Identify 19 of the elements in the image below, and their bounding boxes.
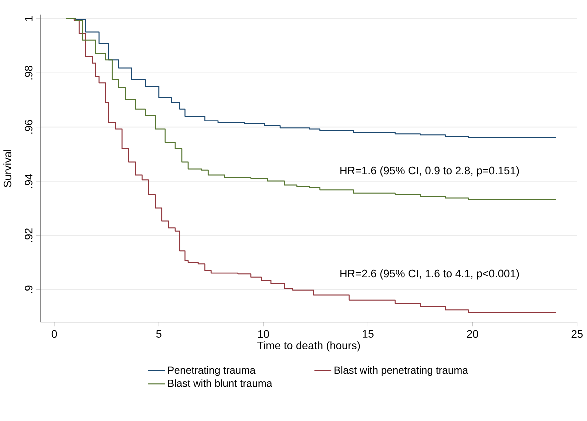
- y-axis-title: Survival: [4, 150, 12, 188]
- legend-label: Penetrating trauma: [168, 366, 256, 376]
- x-tick-label: 25: [572, 330, 583, 338]
- x-tick-label: 15: [362, 330, 374, 338]
- y-tick-label: .92: [25, 228, 33, 242]
- x-tick-label: 5: [156, 330, 162, 338]
- y-tick-label: .94: [25, 174, 33, 188]
- y-tick-label: 1: [25, 16, 33, 22]
- x-tick-label: 10: [258, 330, 270, 338]
- y-tick-label: .98: [25, 66, 33, 80]
- x-tick-label: 0: [52, 330, 58, 338]
- annotation: HR=2.6 (95% CI, 1.6 to 4.1, p<0.001): [340, 270, 520, 280]
- annotation: HR=1.6 (95% CI, 0.9 to 2.8, p=0.151): [340, 166, 520, 177]
- legend-label: Blast with penetrating trauma: [334, 366, 468, 376]
- y-tick-label: .9: [25, 286, 33, 294]
- legend-label: Blast with blunt trauma: [168, 380, 272, 388]
- y-tick-label: .96: [25, 120, 33, 134]
- x-axis-title: Time to death (hours): [258, 342, 360, 352]
- x-tick-label: 20: [467, 330, 478, 338]
